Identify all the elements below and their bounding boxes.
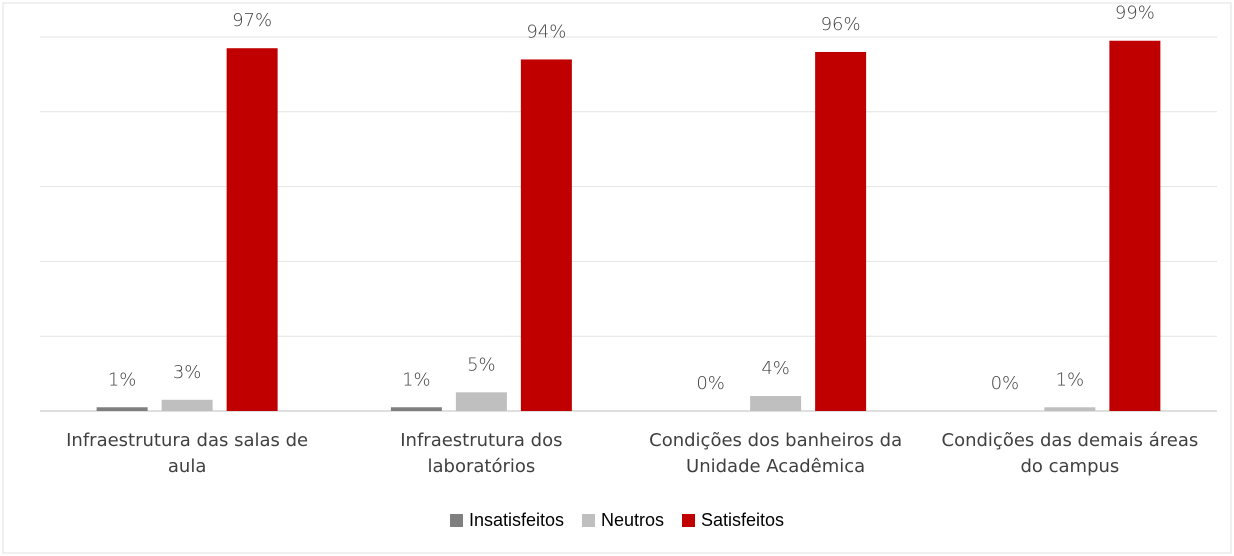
legend-label: Insatisfeitos xyxy=(468,510,564,530)
data-label: 5% xyxy=(467,354,496,375)
bar xyxy=(1044,407,1096,411)
bar xyxy=(161,399,213,411)
x-tick-label: Infraestrutura das salas de aula xyxy=(66,430,309,477)
bar xyxy=(750,396,802,411)
bar xyxy=(96,407,148,411)
legend-label: Satisfeitos xyxy=(701,510,785,530)
data-label: 4% xyxy=(761,358,790,379)
legend-item: Insatisfeitos xyxy=(449,510,564,531)
legend-item: Satisfeitos xyxy=(682,510,784,531)
legend-item: Neutros xyxy=(581,510,665,531)
data-label: 3% xyxy=(173,362,202,383)
data-label: 0% xyxy=(696,373,725,394)
bar xyxy=(226,48,278,411)
data-label: 1% xyxy=(402,369,431,390)
legend-swatch xyxy=(682,514,696,527)
bar xyxy=(815,51,867,412)
data-label: 94% xyxy=(526,21,566,42)
data-label: 0% xyxy=(991,373,1020,394)
legend-swatch xyxy=(449,514,463,527)
x-tick-label: Condições das demais áreas do campus xyxy=(941,430,1199,477)
bar xyxy=(455,392,507,411)
data-label: 99% xyxy=(1115,3,1155,24)
x-tick-label: Condições dos banheiros da Unidade Acadê… xyxy=(649,430,903,477)
data-label: 97% xyxy=(232,10,272,31)
data-label: 1% xyxy=(108,369,137,390)
legend: Insatisfeitos Neutros Satisfeitos xyxy=(0,510,1234,531)
bar xyxy=(1109,40,1161,412)
legend-label: Neutros xyxy=(600,510,665,530)
x-tick-label: Infraestrutura dos laboratórios xyxy=(400,430,563,477)
bar xyxy=(520,59,572,411)
data-label: 96% xyxy=(821,14,861,35)
data-label: 1% xyxy=(1056,369,1085,390)
bar xyxy=(390,407,442,411)
legend-swatch xyxy=(581,514,595,527)
